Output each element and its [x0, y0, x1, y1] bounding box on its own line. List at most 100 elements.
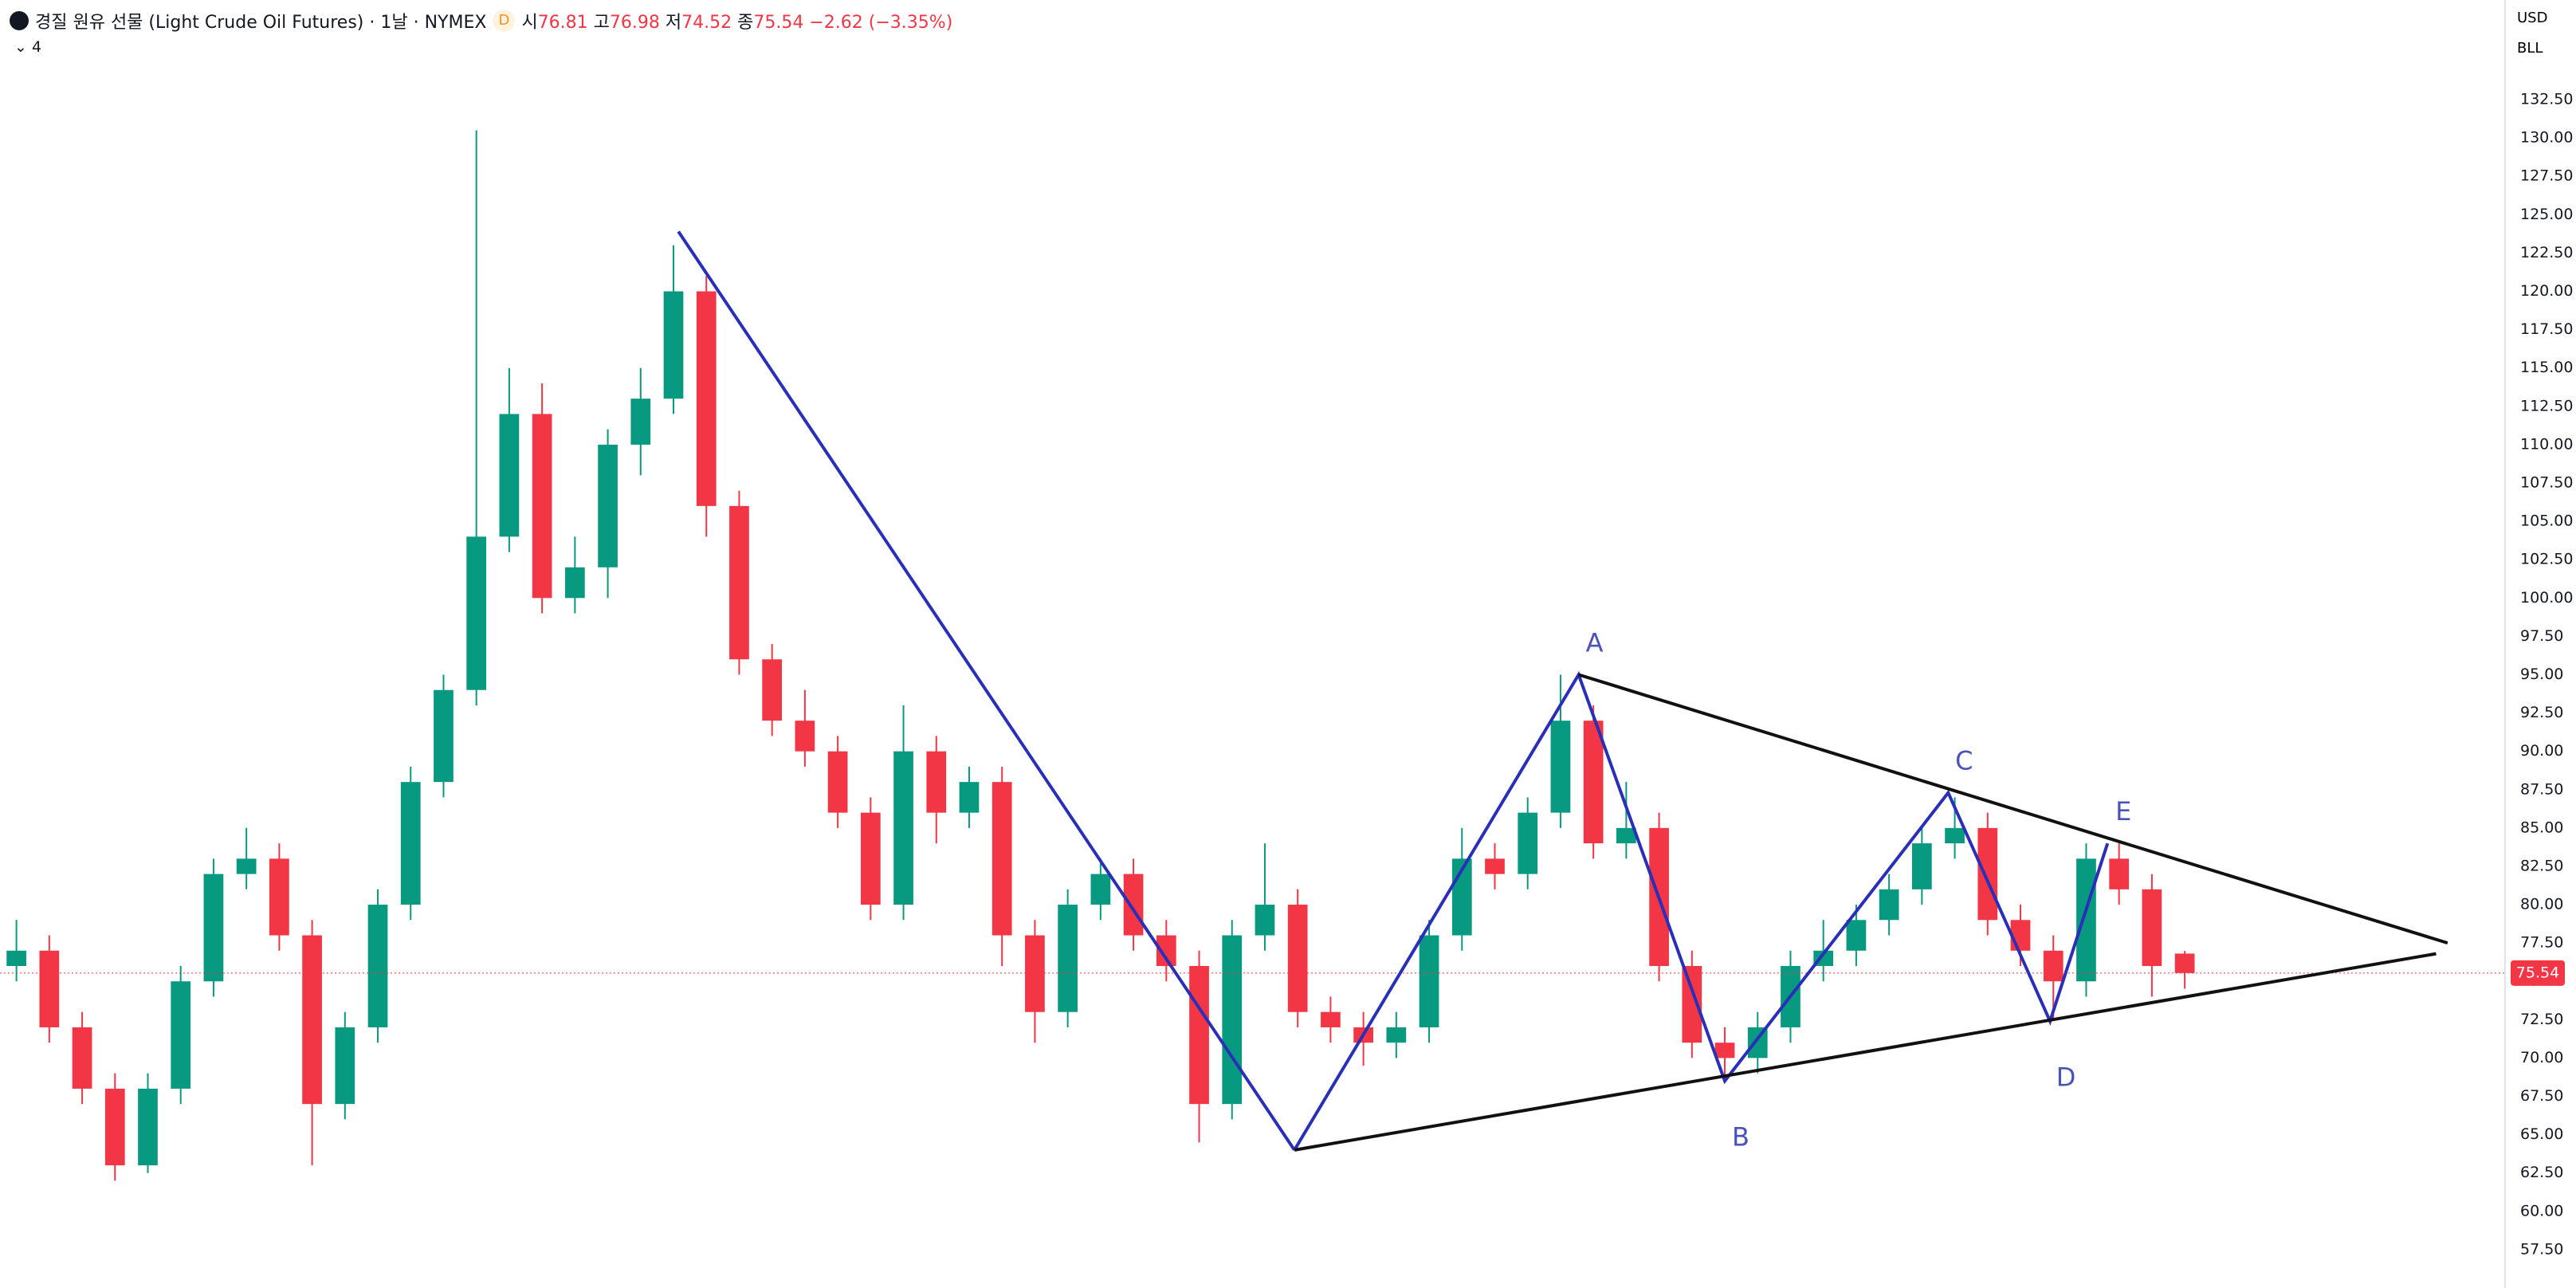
candle-body: [860, 812, 881, 905]
y-tick-label: 67.50: [2520, 1087, 2563, 1105]
symbol-icon: [10, 11, 29, 30]
price-axis: [2505, 0, 2576, 1288]
y-tick-label: 62.50: [2520, 1164, 2563, 1181]
candle-body: [138, 1088, 158, 1166]
trend-drawing: [1293, 670, 2110, 1151]
candle-body: [1123, 874, 1144, 936]
candle-body: [1222, 935, 1243, 1105]
candle-body: [1419, 935, 1439, 1027]
indicator-toggle[interactable]: ⌄ 4: [14, 38, 42, 56]
candle-body: [2109, 858, 2130, 889]
price-tag: [2511, 960, 2565, 986]
l-label: 저: [665, 13, 682, 33]
candle-body: [302, 935, 322, 1105]
candle-body: [2076, 858, 2096, 982]
h-value: 76.98: [609, 13, 660, 33]
candle-body: [1189, 966, 1209, 1105]
candle-body: [1583, 721, 1604, 844]
indicator-count: 4: [31, 38, 42, 56]
wave-label: D: [2056, 1062, 2076, 1092]
candle-body: [1911, 843, 1932, 889]
candle-body: [893, 751, 913, 905]
candle-body: [532, 414, 552, 599]
candle-body: [72, 1027, 92, 1089]
candle-body: [1025, 935, 1045, 1012]
candle-body: [236, 858, 257, 874]
candle-body: [2174, 953, 2195, 973]
price-tag-label: 75.54: [2516, 964, 2559, 981]
y-tick-label: 90.00: [2520, 742, 2563, 760]
candle-body: [926, 751, 947, 813]
y-tick-label: 107.50: [2520, 474, 2573, 492]
candle-body: [1550, 721, 1571, 813]
y-tick-label: 80.00: [2520, 896, 2563, 913]
unit[interactable]: BLL: [2517, 40, 2543, 57]
candle-body: [1616, 827, 1636, 844]
candle-body: [2010, 920, 2031, 951]
y-tick-label: 127.50: [2520, 167, 2573, 185]
wave-label: A: [1586, 627, 1604, 658]
y-tick-label: 117.50: [2520, 320, 2573, 338]
y-tick-label: 82.50: [2520, 857, 2563, 874]
y-tick-label: 85.00: [2520, 819, 2563, 836]
change: −2.62 (−3.35%): [809, 13, 953, 33]
y-tick-label: 95.00: [2520, 666, 2563, 683]
wave-label: C: [1955, 746, 1973, 776]
y-tick-label: 100.00: [2520, 589, 2573, 607]
candle-body: [1846, 920, 1867, 951]
y-tick-label: 65.00: [2520, 1125, 2563, 1143]
y-tick-label: 102.50: [2520, 551, 2573, 568]
y-tick-label: 105.00: [2520, 512, 2573, 530]
candle-body: [1386, 1027, 1407, 1043]
candle-body: [564, 567, 585, 599]
candle-body: [171, 981, 191, 1089]
candle-body: [2043, 950, 2064, 982]
candle-body: [1058, 905, 1078, 1012]
candle-body: [1714, 1043, 1735, 1058]
y-tick-label: 92.50: [2520, 704, 2563, 721]
candle-body: [39, 950, 60, 1027]
candle-body: [992, 782, 1012, 936]
l-value: 74.52: [681, 13, 732, 33]
symbol-title[interactable]: 경질 원유 선물 (Light Crude Oil Futures) · 1날 …: [35, 13, 487, 33]
c-value: 75.54: [753, 13, 804, 33]
y-tick-label: 122.50: [2520, 244, 2573, 261]
candle-body: [1287, 905, 1308, 1012]
candle-body: [630, 399, 651, 445]
trend-drawing: [1294, 952, 2437, 1152]
y-tick-label: 132.50: [2520, 91, 2573, 108]
candle-body: [400, 782, 421, 905]
y-tick-label: 97.50: [2520, 627, 2563, 645]
candle-body: [1518, 812, 1538, 874]
wave-label: B: [1732, 1121, 1749, 1152]
ohlc: 시76.81 고76.98 저74.52 종75.54 −2.62 (−3.35…: [521, 8, 952, 33]
candle-body: [434, 689, 454, 783]
header: 경질 원유 선물 (Light Crude Oil Futures) · 1날 …: [10, 8, 952, 33]
o-value: 76.81: [537, 13, 588, 33]
y-tick-label: 120.00: [2520, 282, 2573, 300]
candle-body: [663, 291, 684, 399]
trend-drawing: [677, 230, 1296, 1151]
candle-body: [6, 950, 26, 966]
o-label: 시: [521, 13, 538, 33]
candle-body: [203, 874, 224, 982]
y-tick-label: 130.00: [2520, 129, 2573, 147]
candle-body: [795, 721, 815, 752]
y-tick-label: 112.50: [2520, 397, 2573, 414]
candle-body: [1945, 827, 1965, 844]
candle-body: [367, 905, 388, 1027]
candle-body: [827, 751, 848, 813]
candle-body: [1255, 905, 1275, 936]
badge: D: [493, 10, 516, 32]
y-tick-label: 70.00: [2520, 1049, 2563, 1066]
y-tick-label: 60.00: [2520, 1202, 2563, 1219]
currency[interactable]: USD: [2517, 10, 2548, 26]
candle-body: [1879, 889, 1899, 921]
candle-body: [466, 536, 487, 690]
candle-body: [762, 659, 783, 721]
y-tick-label: 115.00: [2520, 359, 2573, 376]
y-tick-label: 72.50: [2520, 1011, 2563, 1028]
y-tick-label: 87.50: [2520, 780, 2563, 798]
trend-drawing: [1578, 673, 2448, 945]
